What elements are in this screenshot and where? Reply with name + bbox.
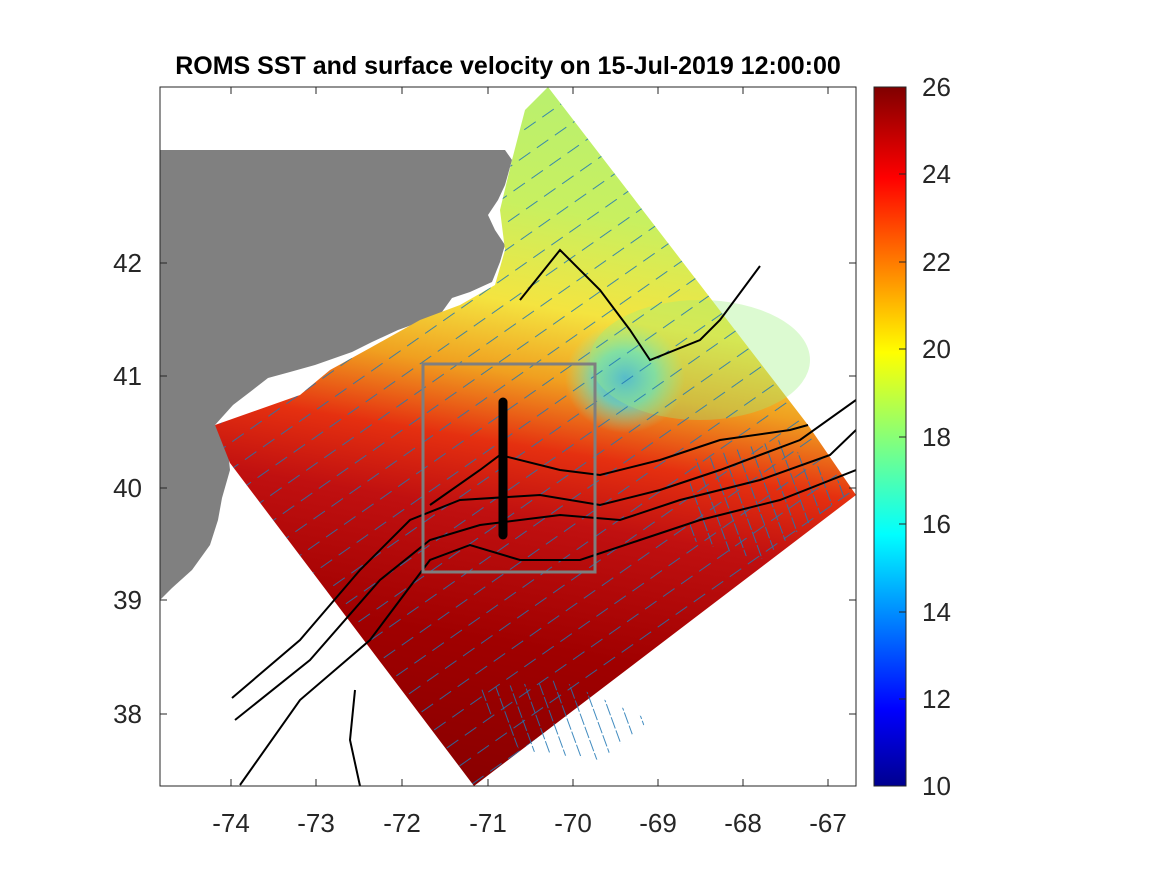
- x-tick-label: -72: [383, 808, 421, 838]
- x-tick-labels: -74 -73 -72 -71 -70 -69 -68 -67: [212, 808, 847, 838]
- velocity-vectors: [215, 87, 856, 786]
- colorbar-tick-label: 26: [922, 72, 951, 102]
- land-mass: [160, 150, 512, 600]
- x-tick-label: -67: [809, 808, 847, 838]
- map-axes: -74 -73 -72 -71 -70 -69 -68 -67 38 39 40…: [113, 86, 857, 838]
- y-tick-label: 39: [113, 585, 142, 615]
- y-tick-label: 41: [113, 361, 142, 391]
- colorbar-tick-labels: 10 12 14 16 18 20 22 24 26: [922, 72, 951, 801]
- x-tick-label: -74: [212, 808, 250, 838]
- colorbar-tick-label: 24: [922, 159, 951, 189]
- x-tick-label: -70: [554, 808, 592, 838]
- x-tick-label: -71: [469, 808, 507, 838]
- map-plot-area: [160, 87, 856, 786]
- subdomain-box: [421, 362, 597, 574]
- y-tick-label: 38: [113, 699, 142, 729]
- colorbar: 10 12 14 16 18 20 22 24 26: [873, 72, 951, 801]
- colorbar-tick-label: 10: [922, 771, 951, 801]
- velocity-vectors-south: [470, 680, 650, 760]
- x-tick-label: -69: [639, 808, 677, 838]
- map-axes-box: [159, 86, 857, 787]
- y-tick-label: 40: [113, 473, 142, 503]
- y-tick-marks: [160, 262, 856, 715]
- velocity-vectors-gulfstream: [690, 440, 852, 560]
- colorbar-tick-label: 14: [922, 597, 951, 627]
- colorbar-tick-marks: [899, 173, 906, 700]
- figure-title: ROMS SST and surface velocity on 15-Jul-…: [175, 52, 841, 80]
- x-tick-label: -73: [297, 808, 335, 838]
- colorbar-tick-label: 20: [922, 334, 951, 364]
- colorbar-tick-label: 22: [922, 247, 951, 277]
- colorbar-tick-label: 12: [922, 684, 951, 714]
- x-tick-marks: [230, 87, 829, 786]
- y-tick-label: 42: [113, 248, 142, 278]
- colorbar-tick-label: 16: [922, 509, 951, 539]
- x-tick-label: -68: [724, 808, 762, 838]
- bathymetry-contours: [231, 248, 856, 786]
- colorbar-tick-label: 18: [922, 422, 951, 452]
- y-tick-labels: 38 39 40 41 42: [113, 248, 142, 729]
